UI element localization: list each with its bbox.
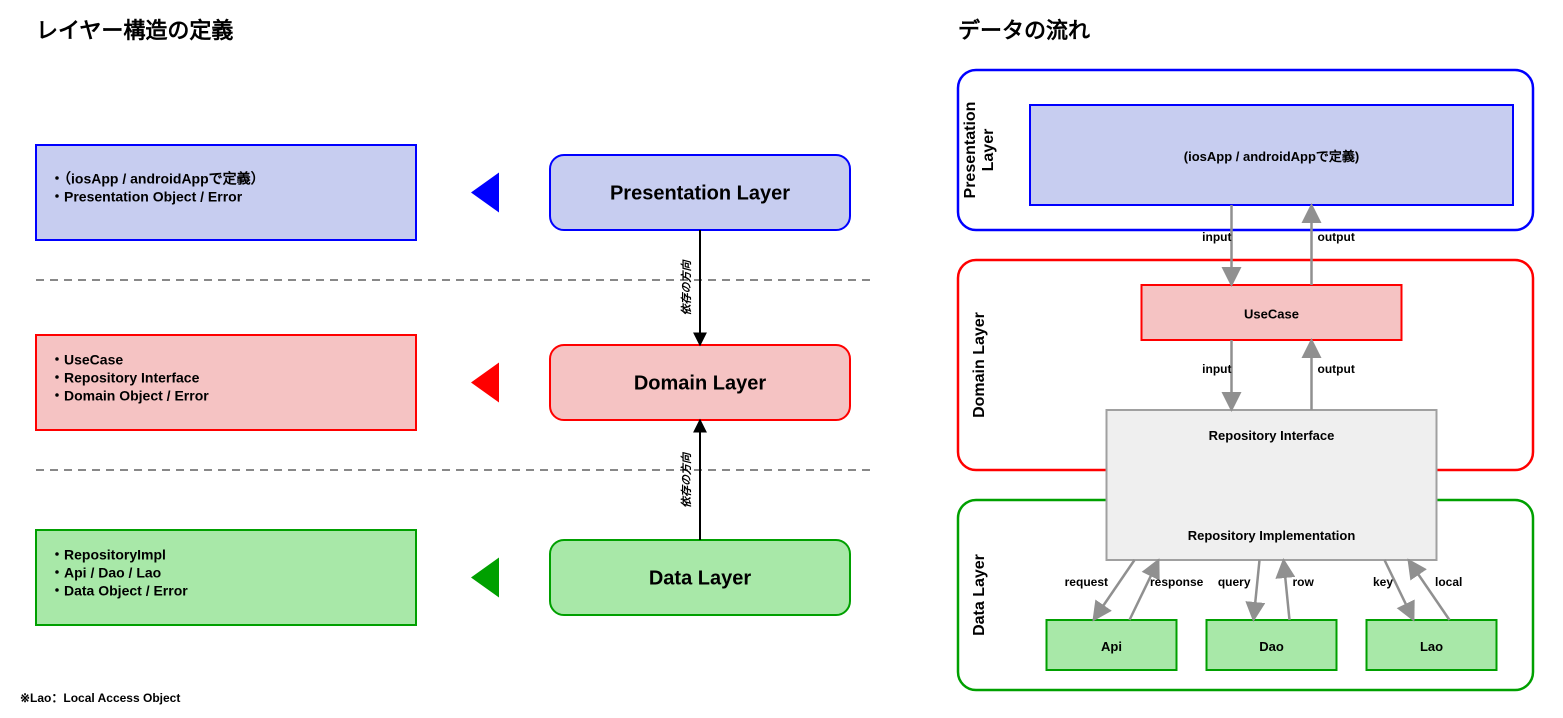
dep-label: 依存の方向 — [680, 451, 693, 508]
flow-label-text: key — [1373, 575, 1393, 589]
flow-arrow — [1409, 560, 1450, 620]
flow-arrow — [1254, 560, 1260, 620]
layer-name-text: Domain Layer — [634, 373, 766, 395]
flow-label-text: request — [1065, 575, 1108, 589]
triangle-icon — [471, 173, 499, 213]
bullet-text: ・RepositoryImpl — [50, 547, 166, 563]
footnote-text: ※Lao：Local Access Object — [20, 691, 180, 705]
bullet-text: ・（iosApp / androidAppで定義） — [50, 171, 265, 187]
flow-label-text: input — [1202, 230, 1231, 244]
flow-arrow — [1284, 560, 1290, 620]
layer-vertical-label: Data Layer — [971, 554, 988, 636]
flow-arrow — [1094, 560, 1135, 620]
triangle-icon — [471, 558, 499, 598]
usecase-text: UseCase — [1244, 307, 1299, 322]
right-title: データの流れ — [958, 18, 1090, 43]
dep-label: 依存の方向 — [680, 259, 693, 316]
flow-label-text: input — [1202, 362, 1231, 376]
flow-label-text: response — [1150, 575, 1204, 589]
bullet-text: ・Domain Object / Error — [50, 388, 209, 404]
bullet-text: ・Data Object / Error — [50, 583, 188, 599]
layer-name-text: Data Layer — [649, 568, 751, 590]
presentation-inner-text: (iosApp / androidAppで定義) — [1184, 149, 1359, 164]
flow-arrow — [1130, 560, 1159, 620]
flow-label-text: local — [1435, 575, 1462, 589]
flow-label-text: query — [1218, 575, 1251, 589]
flow-label-text: output — [1318, 230, 1355, 244]
bullet-text: ・Api / Dao / Lao — [50, 565, 161, 581]
layer-vertical-label: Layer — [980, 129, 997, 172]
repo-interface-text: Repository Interface — [1209, 428, 1335, 443]
repo-impl-text: Repository Implementation — [1188, 528, 1356, 543]
layer-vertical-label: Domain Layer — [971, 312, 988, 418]
left-title: レイヤー構造の定義 — [36, 18, 233, 43]
flow-label-text: row — [1293, 575, 1315, 589]
bullet-text: ・UseCase — [50, 352, 123, 368]
data-source-text: Lao — [1420, 639, 1443, 654]
bullet-text: ・Repository Interface — [50, 370, 200, 386]
data-source-text: Dao — [1259, 639, 1284, 654]
layer-vertical-label: Presentation — [962, 102, 979, 199]
flow-arrow — [1385, 560, 1414, 620]
data-source-text: Api — [1101, 639, 1122, 654]
flow-label-text: output — [1318, 362, 1355, 376]
triangle-icon — [471, 363, 499, 403]
bullet-text: ・Presentation Object / Error — [50, 189, 243, 205]
layer-name-text: Presentation Layer — [610, 183, 790, 205]
